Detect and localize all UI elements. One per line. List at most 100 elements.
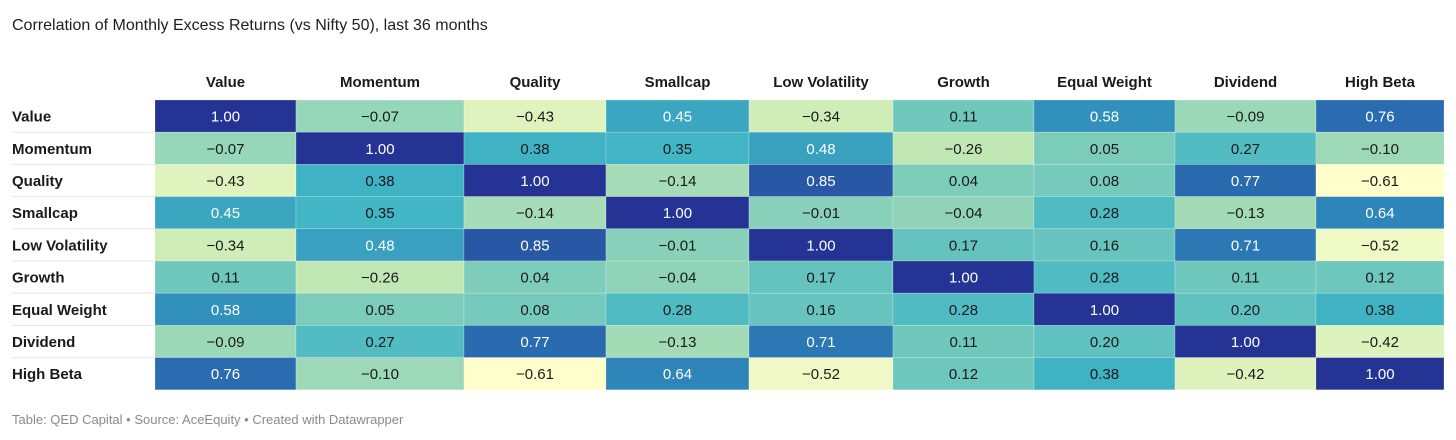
heatmap-cell xyxy=(892,99,1035,133)
cell-value-label: 0.85 xyxy=(806,173,835,190)
row-dividers xyxy=(12,131,155,359)
cell-value-label: 0.45 xyxy=(663,109,692,126)
cell-value-label: 0.28 xyxy=(949,302,978,319)
cell-value-label: 0.17 xyxy=(949,237,978,254)
column-header-equal-weight: Equal Weight xyxy=(1057,74,1152,91)
column-header-value: Value xyxy=(206,74,245,91)
cell-value-label: −0.07 xyxy=(361,109,399,126)
row-label-growth: Growth xyxy=(12,270,65,287)
heatmap-cell xyxy=(892,164,1035,197)
heatmap-cell xyxy=(154,325,297,358)
cell-value-label: −0.61 xyxy=(1361,173,1399,190)
cell-value-label: 0.58 xyxy=(1090,109,1119,126)
cell-value-label: 1.00 xyxy=(806,237,835,254)
cell-value-label: 0.11 xyxy=(949,334,977,351)
cell-value-label: 1.00 xyxy=(1365,366,1394,383)
cell-value-label: −0.34 xyxy=(802,109,840,126)
heatmap-cell xyxy=(892,325,1035,358)
cell-value-label: −0.04 xyxy=(659,270,697,287)
cell-value-label: 0.76 xyxy=(211,366,240,383)
heatmap-cell xyxy=(1033,164,1176,197)
cell-value-label: 0.04 xyxy=(949,173,978,190)
cell-value-label: 1.00 xyxy=(520,173,549,190)
heatmap-cell xyxy=(748,196,894,230)
cell-value-label: 0.04 xyxy=(520,270,549,287)
heatmap-cell xyxy=(295,292,465,326)
cell-value-label: −0.43 xyxy=(207,173,245,190)
heatmap-cell xyxy=(1033,131,1176,165)
heatmap-cell xyxy=(1174,260,1317,294)
cell-value-label: 0.38 xyxy=(365,173,394,190)
cell-value-label: −0.10 xyxy=(1361,141,1399,158)
cell-value-label: 0.28 xyxy=(1090,270,1119,287)
row-label-smallcap: Smallcap xyxy=(12,205,78,222)
heatmap-cell xyxy=(295,164,465,197)
heatmap-cell xyxy=(605,196,750,230)
heatmap-cell xyxy=(154,260,297,294)
heatmap-cell xyxy=(463,292,607,326)
cell-value-label: −0.61 xyxy=(516,366,554,383)
cell-value-label: 0.20 xyxy=(1231,302,1260,319)
cell-value-label: −0.14 xyxy=(659,173,697,190)
column-headers: Value Momentum Quality Smallcap Low Volatili… xyxy=(206,74,1416,91)
cell-value-label: 0.28 xyxy=(663,302,692,319)
cell-value-label: 1.00 xyxy=(949,270,978,287)
heatmap-cell xyxy=(892,357,1035,391)
cell-value-label: 0.11 xyxy=(1231,270,1259,287)
heatmap-cell xyxy=(748,357,894,391)
cell-value-label: −0.10 xyxy=(361,366,399,383)
heatmap-cell xyxy=(1174,325,1317,358)
column-header-high-beta: High Beta xyxy=(1345,74,1416,91)
heatmap-cell xyxy=(1033,357,1176,391)
cell-value-label: 0.27 xyxy=(1231,141,1260,158)
heatmap-cell xyxy=(1174,131,1317,165)
cell-value-label: −0.43 xyxy=(516,109,554,126)
heatmap-cell xyxy=(295,196,465,230)
heatmap-cell xyxy=(295,357,465,391)
heatmap-cell xyxy=(605,131,750,165)
heatmap-cell xyxy=(1315,325,1445,358)
cell-value-label: −0.09 xyxy=(1227,109,1265,126)
heatmap-cells: 1.00 −0.07 −0.43 0.45 −0.34 0.11 0.58 −0.09 0.76… xyxy=(154,99,1445,391)
cell-value-label: −0.01 xyxy=(659,237,697,254)
heatmap-cell xyxy=(154,196,297,230)
heatmap-cell xyxy=(1033,292,1176,326)
heatmap-cell xyxy=(154,164,297,197)
column-header-momentum: Momentum xyxy=(340,74,420,91)
cell-value-label: 0.12 xyxy=(949,366,978,383)
row-label-high-beta: High Beta xyxy=(12,366,83,383)
cell-value-label: 0.71 xyxy=(1231,237,1260,254)
heatmap-cell xyxy=(892,196,1035,230)
cell-value-label: 0.38 xyxy=(1090,366,1119,383)
cell-value-label: 0.76 xyxy=(1365,109,1394,126)
cell-value-label: 0.77 xyxy=(520,334,549,351)
cell-value-label: 0.35 xyxy=(663,141,692,158)
cell-value-label: 0.11 xyxy=(949,109,977,126)
row-label-momentum: Momentum xyxy=(12,141,92,158)
cell-value-label: 0.17 xyxy=(806,270,835,287)
cell-value-label: 0.08 xyxy=(520,302,549,319)
heatmap-cell xyxy=(1315,99,1445,133)
cell-value-label: 0.64 xyxy=(663,366,692,383)
cell-value-label: −0.09 xyxy=(207,334,245,351)
heatmap-cell xyxy=(463,196,607,230)
row-label-value: Value xyxy=(12,109,51,126)
heatmap-cell xyxy=(463,325,607,358)
cell-value-label: 0.38 xyxy=(1365,302,1394,319)
column-header-quality: Quality xyxy=(510,74,562,91)
heatmap-cell xyxy=(463,131,607,165)
heatmap-cell xyxy=(892,260,1035,294)
heatmap-cell xyxy=(1315,164,1445,197)
heatmap-cell xyxy=(1315,357,1445,391)
cell-value-label: 0.45 xyxy=(211,205,240,222)
cell-value-label: 0.11 xyxy=(211,270,239,287)
cell-value-label: −0.42 xyxy=(1361,334,1399,351)
heatmap-cell xyxy=(605,164,750,197)
cell-value-label: −0.34 xyxy=(207,237,245,254)
cell-value-label: −0.26 xyxy=(361,270,399,287)
row-labels: Value Momentum Quality Smallcap Low Volatili… xyxy=(12,109,108,384)
cell-value-label: 0.16 xyxy=(806,302,835,319)
cell-value-label: 0.08 xyxy=(1090,173,1119,190)
heatmap-cell xyxy=(295,325,465,358)
